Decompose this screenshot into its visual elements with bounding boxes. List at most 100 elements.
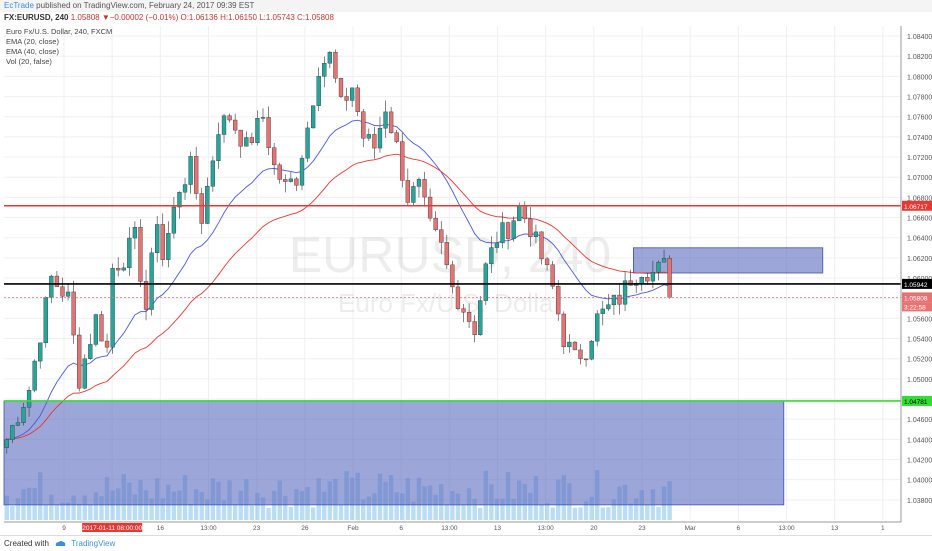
publish-bar: EcTrade published on TradingView.com, Fe… — [0, 0, 932, 12]
price-tick-label: 1.04600 — [907, 417, 932, 424]
candle-body — [511, 220, 516, 239]
time-highlight — [82, 523, 143, 532]
candle-body — [472, 321, 477, 335]
volume-bar — [617, 486, 622, 520]
candle-body — [255, 118, 260, 143]
candle-body — [466, 311, 472, 322]
candle-body — [355, 87, 360, 112]
time-tick-label: 13:00 — [778, 525, 795, 532]
candle-body — [288, 178, 294, 182]
legend-ema20[interactable]: EMA (20, close) — [6, 37, 59, 46]
candle-body — [650, 271, 656, 282]
candle-body — [32, 360, 37, 391]
candle-body — [160, 224, 165, 260]
volume-bar — [216, 481, 221, 520]
candle-body — [366, 134, 371, 139]
time-tick-label: Feb — [347, 525, 359, 532]
legend-volume[interactable]: Vol (20, false) — [6, 57, 52, 66]
candle-body — [489, 247, 494, 265]
time-tick-label: 13:00 — [200, 525, 217, 532]
volume-bar — [154, 478, 160, 520]
volume-bar — [121, 474, 126, 520]
candle-body — [572, 341, 578, 351]
candle-body — [383, 111, 388, 129]
candle-body — [227, 115, 232, 121]
candle-body — [400, 141, 405, 181]
author-link[interactable]: EcTrade — [4, 1, 34, 10]
candle-body — [483, 263, 488, 301]
candle-body — [77, 334, 82, 389]
candle-body — [461, 308, 466, 313]
volume-bar — [478, 507, 483, 520]
volume-bar — [394, 492, 399, 520]
candle-body — [522, 205, 527, 220]
volume-bar — [115, 488, 121, 520]
candle-body — [505, 222, 511, 239]
price-tick-label: 1.08000 — [907, 74, 932, 81]
candle-body — [455, 286, 461, 309]
tradingview-link[interactable]: TradingView — [71, 539, 116, 548]
candle-body — [344, 96, 349, 101]
candle-body — [171, 206, 177, 234]
candle-body — [26, 389, 32, 408]
candle-body — [182, 184, 188, 193]
time-tick-label: 13 — [494, 525, 502, 532]
time-axis: 9 2017-01-11 08:00:00 16 13:00 23 26 Feb 6 13:00… — [62, 523, 885, 532]
price-tick-label: 1.04000 — [907, 478, 932, 485]
price-tick-label: 1.07000 — [907, 175, 932, 182]
price-tick-label: 1.06400 — [907, 236, 932, 243]
candle-body — [333, 52, 338, 79]
time-tick-label: 1 — [881, 525, 885, 532]
candle-body — [149, 252, 154, 310]
grid-lines — [4, 26, 901, 520]
candle-body — [127, 237, 132, 269]
time-tick-label: 20 — [590, 525, 598, 532]
time-tick-label: 16 — [157, 525, 165, 532]
candle-body — [405, 180, 410, 203]
price-tick-label: 1.05600 — [907, 316, 932, 323]
volume-bar — [633, 498, 639, 520]
ohlc-readout: 1.05808 ▼−0.00002 (−0.01%) O:1.06136 H:1… — [70, 13, 334, 22]
volume-bar — [193, 489, 199, 520]
volume-bar — [88, 504, 93, 520]
candle-body — [238, 129, 243, 147]
volume-bar — [65, 502, 71, 520]
volume-bar — [377, 473, 383, 520]
volume-bar — [4, 495, 10, 520]
candle-body — [15, 422, 21, 426]
volume-bar — [277, 480, 282, 520]
candle-body — [233, 119, 238, 131]
horizontal-levels — [4, 204, 901, 402]
volume-bar — [71, 495, 76, 520]
candle-body — [316, 76, 321, 106]
candle-body — [322, 63, 327, 77]
candle-body — [611, 294, 617, 305]
symbol-name[interactable]: FX:EURUSD, 240 — [4, 13, 69, 22]
price-chart[interactable]: EURUSD, 240 Euro Fx/U.S. Dollar 1.084001… — [0, 0, 932, 535]
candle-body — [361, 111, 366, 139]
ema40-line — [6, 153, 670, 441]
volume-bar — [54, 504, 60, 520]
price-axis: 1.08400 1.08200 1.08000 1.07800 1.07600 1.074… — [907, 34, 932, 505]
volume-bar — [606, 507, 611, 520]
price-tick-label: 1.05200 — [907, 357, 932, 364]
watermark-name: Euro Fx/U.S. Dollar — [338, 288, 562, 318]
candle-body — [578, 349, 583, 360]
volume-bar — [594, 470, 600, 520]
volume-bar — [149, 498, 154, 520]
volume-bar — [355, 472, 360, 520]
volume-bar — [349, 477, 355, 520]
countdown-label: 3:22:58 — [904, 304, 926, 311]
candle-body — [216, 134, 221, 162]
candle-body — [478, 300, 483, 335]
volume-bar — [572, 507, 578, 520]
candle-body — [589, 340, 594, 360]
volume-bar — [433, 494, 438, 520]
candle-body — [667, 258, 672, 298]
legend-ema40[interactable]: EMA (40, close) — [6, 47, 59, 56]
candle-body — [194, 156, 199, 194]
candle-body — [617, 294, 622, 305]
candle-body — [71, 291, 76, 336]
volume-bar — [611, 499, 617, 520]
volume-bar — [628, 503, 633, 520]
